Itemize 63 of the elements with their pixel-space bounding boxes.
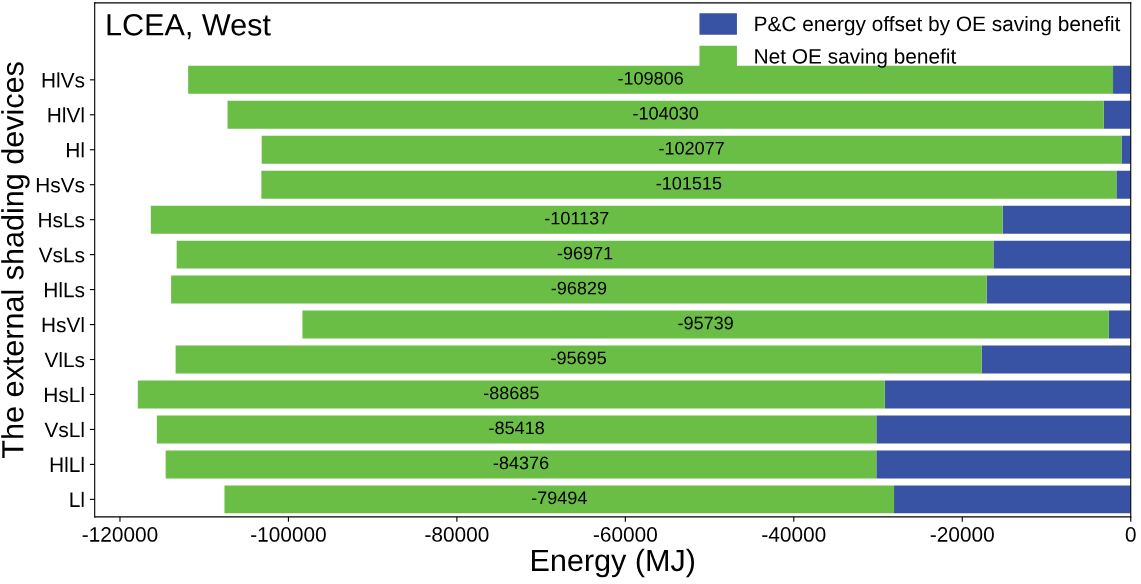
- x-tick-label: -40000: [762, 527, 826, 542]
- y-tick-label: HlLs: [45, 282, 85, 298]
- legend-label: P&C energy offset by OE saving benefit: [755, 15, 1121, 36]
- y-tick-label: VsLl: [44, 421, 84, 438]
- y-tick-label: VlLs: [44, 351, 85, 368]
- data-label: -102077: [659, 141, 724, 155]
- bar: [261, 135, 1122, 164]
- y-tick-label: VsLs: [38, 247, 85, 263]
- y-tick-label: HlVs: [42, 72, 85, 88]
- legend-label: Net OE saving benefit: [755, 48, 957, 68]
- y-tick-label: HsLl: [45, 386, 84, 403]
- bar: [986, 275, 1131, 304]
- data-label: -84376: [493, 456, 549, 470]
- bar: [1103, 100, 1131, 129]
- bar: [894, 485, 1131, 514]
- bar: [981, 345, 1131, 374]
- x-tick-label: -80000: [425, 527, 489, 542]
- bar: [227, 100, 1104, 129]
- x-tick-label: -100000: [251, 527, 326, 542]
- x-tick-label: -60000: [593, 527, 657, 542]
- data-label: -96971: [557, 246, 613, 260]
- x-tick-label: -20000: [930, 527, 994, 542]
- data-label: -95695: [551, 351, 606, 365]
- x-tick-label: -120000: [82, 527, 158, 542]
- bar: [165, 450, 877, 479]
- data-label: -96829: [551, 281, 607, 295]
- data-label: -104030: [633, 106, 699, 120]
- y-tick-label: HlVl: [48, 107, 84, 123]
- y-tick-label: HsVl: [42, 317, 84, 333]
- bar: [876, 450, 1131, 479]
- y-tick-label: HlLl: [50, 456, 84, 472]
- bar: [876, 415, 1131, 444]
- bar: [993, 240, 1131, 269]
- y-axis-title: The external shading devices: [1, 62, 30, 458]
- bar: [156, 415, 877, 444]
- bar: [302, 310, 1109, 339]
- data-label: -101515: [656, 176, 722, 190]
- y-tick-label: HsVs: [36, 177, 85, 193]
- bar: [261, 170, 1117, 199]
- bar: [176, 240, 994, 269]
- bar: [1121, 135, 1131, 164]
- bar: [1113, 65, 1131, 94]
- bar: [137, 380, 885, 409]
- y-tick-label: Hl: [67, 142, 84, 158]
- bar: [1002, 205, 1131, 234]
- data-label: -85418: [489, 421, 544, 435]
- data-label: -79494: [531, 491, 587, 505]
- bar: [884, 380, 1131, 409]
- bar: [150, 205, 1003, 234]
- bar: [1116, 170, 1131, 199]
- y-tick-label: HsLs: [39, 212, 85, 228]
- x-tick-label: 0: [1125, 527, 1136, 542]
- y-tick-label: Ll: [70, 491, 84, 507]
- bar: [175, 345, 982, 374]
- data-label: -88685: [483, 386, 539, 400]
- data-label: -95739: [678, 316, 733, 330]
- data-label: -109806: [618, 71, 683, 85]
- bar: [224, 485, 895, 514]
- chart-title: LCEA, West: [107, 14, 271, 40]
- data-label: -101137: [545, 211, 609, 225]
- x-axis-title: Energy (MJ): [532, 548, 695, 578]
- bar: [171, 275, 987, 304]
- bar: [1108, 310, 1131, 339]
